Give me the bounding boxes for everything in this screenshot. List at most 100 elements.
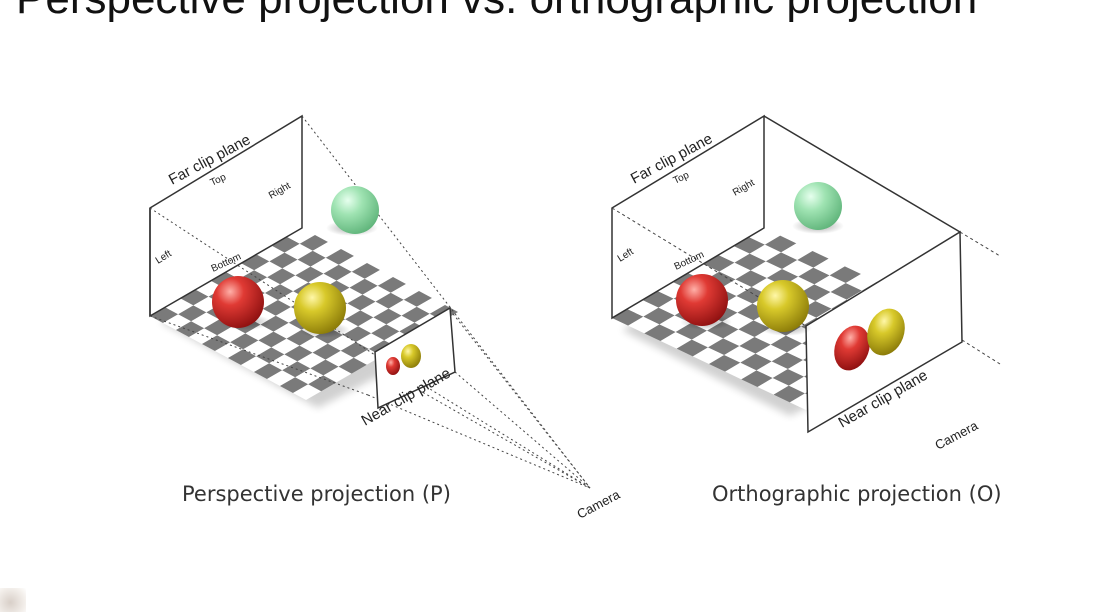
checker-tile — [722, 312, 754, 330]
checker-tile — [644, 324, 676, 341]
checker-tile — [286, 228, 315, 244]
checker-tile — [226, 263, 255, 279]
checker-tile — [323, 366, 352, 383]
checker-tile — [256, 245, 285, 262]
red-sphere — [212, 276, 264, 328]
checker-tile — [750, 261, 783, 278]
checker-tile — [813, 258, 845, 276]
orthographic-caption: Orthographic projection (O) — [712, 482, 1002, 506]
checker-tile — [228, 349, 257, 365]
checker-tile — [327, 335, 356, 351]
checker-tile — [338, 357, 367, 374]
checker-tile — [738, 320, 770, 337]
checker-tile — [703, 255, 735, 272]
checker-tile — [241, 356, 270, 372]
checker-tile — [176, 321, 205, 337]
checker-tile — [312, 343, 341, 360]
checker-tile — [284, 243, 313, 260]
checker-tile — [295, 266, 324, 283]
checker-tile — [215, 342, 244, 358]
checker-tile — [741, 370, 773, 387]
checker-tile — [364, 270, 393, 286]
checker-tile — [191, 312, 220, 329]
checker-tile — [719, 262, 751, 280]
checker-tile — [180, 289, 209, 306]
checker-tile — [189, 328, 218, 344]
checker-tile — [356, 333, 385, 349]
checker-tile — [772, 369, 805, 386]
checker-tile — [343, 326, 372, 342]
checker-tile — [280, 377, 309, 393]
checker-tile — [340, 342, 369, 358]
checker-tile — [709, 355, 741, 372]
checker-tile — [725, 362, 757, 380]
checker-tile — [627, 300, 659, 317]
checker-tile — [299, 235, 328, 251]
near-yellow-projection — [867, 308, 905, 356]
checker-tile — [771, 352, 804, 369]
green-sphere — [331, 186, 379, 234]
checker-tile — [202, 335, 231, 351]
checker-tile — [829, 266, 861, 283]
checker-tile — [733, 237, 765, 254]
checker-tile — [269, 354, 298, 371]
checker-tile — [258, 331, 287, 348]
checker-tile — [351, 263, 380, 279]
checker-tile — [310, 359, 339, 376]
checker-tile — [782, 260, 814, 277]
checker-tile — [740, 353, 772, 371]
checker-tile — [267, 370, 296, 386]
checker-tile — [718, 246, 750, 263]
checker-tile — [814, 275, 846, 292]
top-edge — [763, 115, 961, 233]
checker-tile — [371, 324, 400, 341]
checker-tile — [721, 296, 753, 313]
checker-tile — [267, 268, 296, 285]
checker-tile — [230, 333, 259, 350]
far-clip-plane — [611, 114, 765, 320]
checker-tile — [660, 332, 692, 349]
checker-tile — [781, 243, 813, 260]
checker-tile — [720, 279, 752, 296]
checker-tile — [347, 294, 376, 311]
checker-tile — [628, 316, 660, 334]
near-red-projection — [386, 357, 400, 375]
checker-tile — [724, 346, 756, 363]
checker-tile — [163, 314, 192, 330]
checker-tile — [358, 317, 387, 334]
checker-tile — [308, 375, 337, 392]
checker-tile — [254, 261, 283, 278]
checker-tile — [373, 308, 402, 325]
checker-tile — [416, 298, 445, 314]
near-red-projection — [834, 325, 870, 371]
checker-tile — [773, 385, 806, 403]
checker-tile — [708, 338, 740, 355]
checker-tile — [723, 329, 755, 346]
checker-tile — [735, 270, 767, 287]
checker-tile — [360, 301, 389, 318]
checker-tile — [386, 315, 415, 332]
checker-tile — [401, 306, 430, 323]
checker-tile — [312, 242, 341, 258]
checker-tile — [692, 347, 725, 364]
checker-tile — [245, 324, 274, 341]
checker-tile — [845, 274, 878, 291]
checker-tile — [271, 236, 300, 253]
checker-tile — [815, 292, 847, 309]
checker-tile — [273, 322, 302, 339]
checker-tile — [299, 336, 328, 353]
perspective-panel: Far clip plane Top Right Left Bottom Nea… — [149, 114, 623, 522]
checker-tile — [349, 278, 378, 295]
checker-tile — [295, 368, 324, 385]
perspective-caption: Perspective projection (P) — [182, 482, 451, 506]
checker-tile — [390, 284, 419, 300]
checker-tile — [254, 363, 283, 379]
checker-tile — [217, 326, 246, 343]
checker-tile — [798, 267, 830, 285]
checker-tile — [739, 337, 771, 354]
checker-tile — [282, 259, 311, 276]
near-yellow-projection — [401, 344, 421, 368]
orthographic-panel: Far clip plane Top Right Left Bottom Nea… — [611, 114, 1002, 506]
checker-tile — [195, 280, 224, 297]
